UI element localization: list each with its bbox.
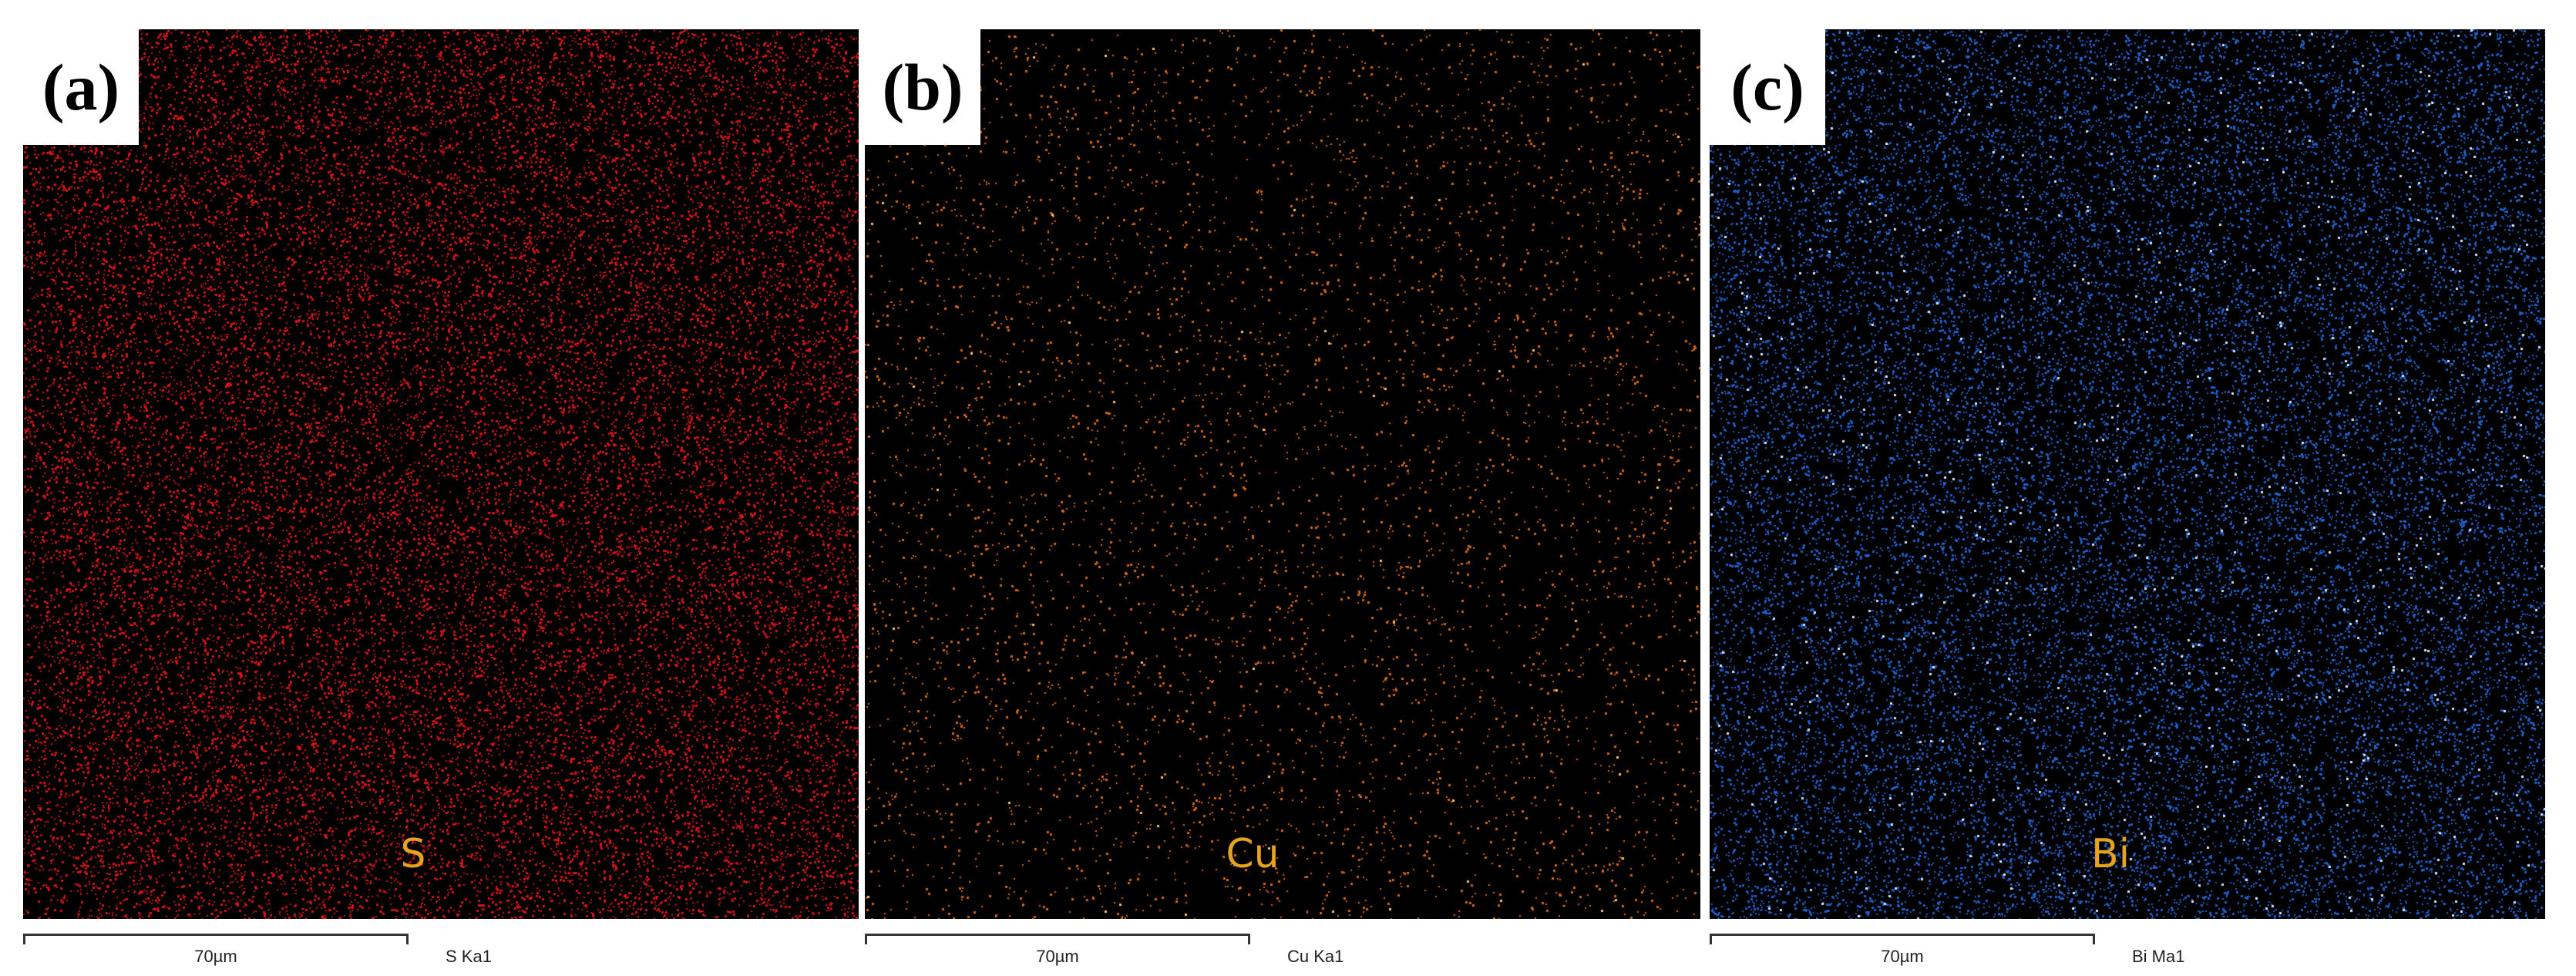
element-label-cu: Cu [1226,831,1280,877]
scale-bar-label: 70µm [1881,947,1924,966]
eds-map-panel-b: (b) Cu [865,29,1700,919]
xray-line-label: Bi Ma1 [2132,947,2185,966]
sulfur-map-image [23,29,859,919]
xray-line-label: S Ka1 [446,947,492,966]
scale-bar-label: 70µm [1036,947,1079,966]
scale-bar [865,934,1250,944]
panel-label-c: (c) [1710,29,1825,145]
xray-line-label: Cu Ka1 [1287,947,1344,966]
copper-map-image [865,29,1700,919]
eds-map-panel-c: (c) Bi [1710,29,2545,919]
element-label-s: S [400,831,426,877]
scale-bar [23,934,409,944]
scale-bar [1710,934,2095,944]
panel-label-a: (a) [23,29,139,145]
eds-map-panel-a: (a) S [23,29,859,919]
scale-bar-label: 70µm [194,947,237,966]
panel-label-b: (b) [865,29,980,145]
element-label-bi: Bi [2090,831,2130,877]
bismuth-map-image [1710,29,2545,919]
